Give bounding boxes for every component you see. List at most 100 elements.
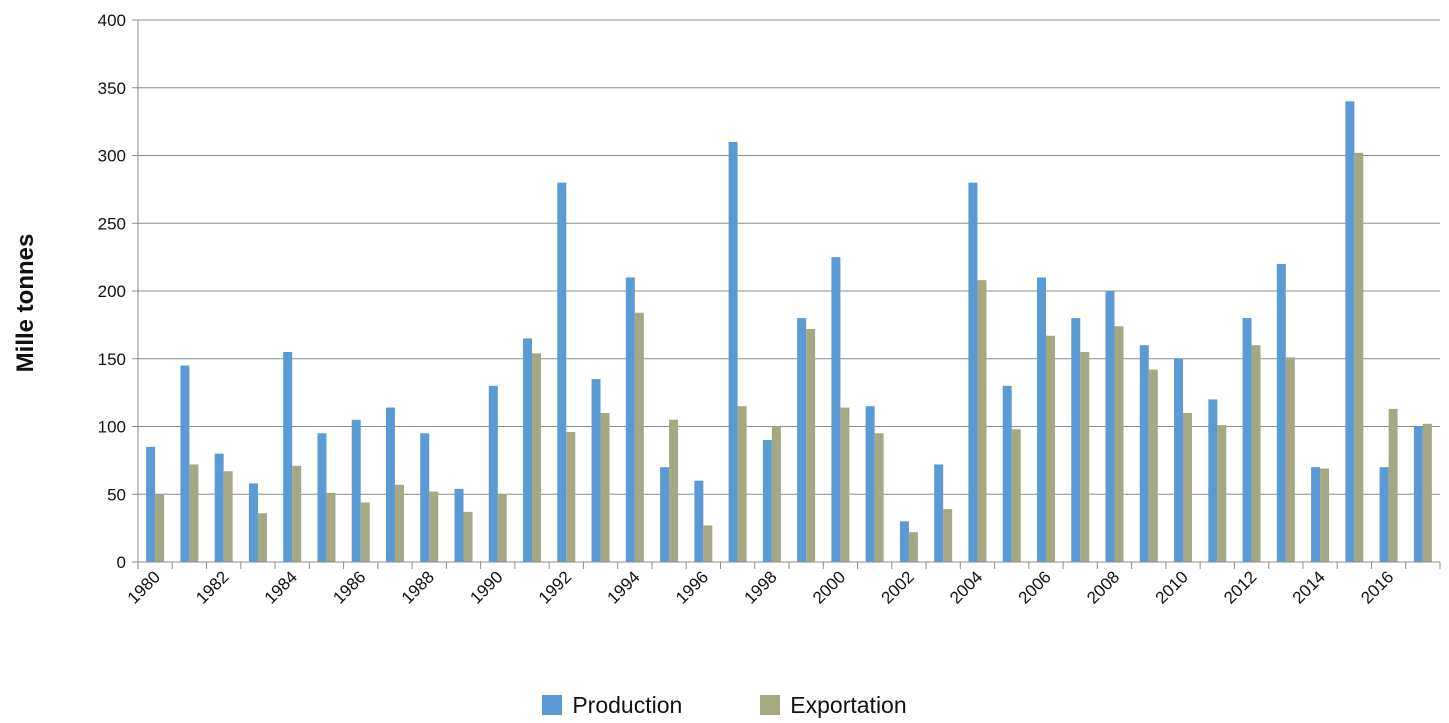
bar-exportation-2002: [908, 532, 918, 562]
bar-exportation-1981: [189, 464, 199, 562]
bar-production-2017: [1413, 426, 1423, 562]
bar-exportation-1999: [806, 328, 816, 562]
bar-exportation-1992: [566, 431, 576, 562]
bar-production-2014: [1311, 467, 1321, 562]
x-tick-label: 2000: [809, 567, 849, 607]
bar-production-1995: [660, 467, 670, 562]
bar-production-2011: [1208, 399, 1218, 562]
bar-exportation-1989: [463, 511, 473, 562]
bar-production-1988: [420, 433, 430, 562]
bar-exportation-1986: [360, 502, 370, 562]
bar-exportation-2014: [1320, 468, 1330, 562]
bar-production-1998: [762, 440, 772, 562]
bar-exportation-1985: [326, 492, 336, 562]
bar-production-1996: [694, 480, 704, 562]
bar-exportation-1990: [497, 494, 507, 562]
y-tick-label: 200: [98, 282, 126, 301]
bar-production-1993: [591, 379, 601, 562]
bar-production-2000: [831, 257, 841, 562]
bar-production-2002: [899, 521, 909, 562]
y-tick-label: 250: [98, 214, 126, 233]
legend-swatch-exportation: [760, 695, 781, 715]
bar-production-1997: [728, 141, 738, 562]
x-tick-label: 1996: [672, 567, 712, 607]
bar-exportation-2004: [977, 280, 987, 562]
legend-item-exportation: Exportation: [760, 691, 907, 719]
bar-exportation-2017: [1422, 423, 1432, 562]
bar-production-2013: [1276, 263, 1286, 562]
bar-production-2005: [1002, 385, 1012, 562]
y-tick-label: 400: [98, 11, 126, 30]
bar-exportation-1982: [223, 471, 233, 562]
bar-production-1984: [283, 351, 293, 562]
y-axis-title: Mille tonnes: [12, 234, 39, 373]
bar-production-1992: [557, 182, 567, 562]
bar-exportation-2016: [1388, 408, 1398, 562]
x-tick-labels: 1980 1982 1984 1986 1988 1990 1992 1994 1996 1998…: [124, 567, 1398, 607]
x-tick-label: 2006: [1015, 567, 1055, 607]
bar-production-1989: [454, 488, 464, 562]
bar-production-1991: [523, 338, 533, 562]
bar-exportation-1994: [634, 312, 644, 562]
bar-exportation-2011: [1217, 425, 1227, 562]
y-tick-label: 100: [98, 418, 126, 437]
x-tick-label: 1998: [741, 567, 781, 607]
legend-swatch-production: [542, 695, 563, 715]
bar-exportation-2008: [1114, 326, 1124, 562]
bar-exportation-1980: [155, 494, 165, 562]
bar-production-1982: [214, 453, 224, 562]
bar-production-1994: [625, 277, 635, 562]
bar-exportation-1997: [737, 406, 747, 562]
y-tick-label: 300: [98, 147, 126, 166]
y-tick-label: 50: [107, 485, 126, 504]
bar-exportation-2006: [1045, 335, 1055, 562]
bar-production-2004: [968, 182, 978, 562]
x-tick-label: 1990: [466, 567, 506, 607]
bar-exportation-1998: [771, 426, 781, 562]
legend-label-exportation: Exportation: [790, 691, 907, 718]
y-tick-labels: 0 50 100 150 200 250 300 350 400: [98, 11, 126, 572]
bar-exportation-2000: [840, 407, 850, 562]
x-tick-label: 1980: [124, 567, 164, 607]
bar-exportation-2010: [1183, 412, 1193, 562]
bar-production-1999: [797, 318, 807, 562]
bar-exportation-2007: [1080, 351, 1090, 562]
bar-production-2001: [865, 406, 875, 562]
x-tick-label: 1988: [398, 567, 438, 607]
bar-production-1983: [248, 483, 258, 562]
bar-exportation-2013: [1285, 357, 1295, 562]
legend-item-production: Production: [542, 692, 682, 719]
bar-exportation-2001: [874, 433, 884, 562]
y-tick-label: 0: [117, 553, 126, 572]
x-tick-label: 1992: [535, 567, 575, 607]
bar-exportation-2009: [1148, 369, 1158, 562]
bar-exportation-1995: [669, 419, 679, 562]
bar-production-1987: [385, 407, 395, 562]
bar-production-2007: [1071, 318, 1081, 562]
bar-production-2016: [1379, 467, 1389, 562]
bar-production-2006: [1036, 277, 1046, 562]
bar-production-2003: [934, 464, 944, 562]
bar-exportation-2003: [943, 509, 953, 562]
bar-exportation-1988: [429, 491, 439, 562]
bar-production-2015: [1345, 101, 1355, 563]
bar-exportation-1987: [394, 484, 404, 562]
bar-exportation-1991: [532, 353, 542, 562]
x-tick-label: 2010: [1152, 567, 1192, 607]
bar-exportation-1984: [292, 465, 302, 562]
bar-production-2009: [1139, 345, 1149, 562]
x-tick-label: 1982: [192, 567, 232, 607]
bar-production-2010: [1174, 358, 1184, 562]
legend: Production Exportation: [0, 688, 1449, 722]
x-tick-label: 2002: [878, 567, 918, 607]
bar-exportation-2015: [1354, 152, 1364, 563]
y-tick-label: 350: [98, 79, 126, 98]
bar-production-1981: [180, 365, 190, 562]
bar-exportation-2005: [1011, 429, 1021, 562]
axes: [137, 20, 1441, 569]
x-tick-label: 2008: [1083, 567, 1123, 607]
bar-production-1986: [351, 419, 361, 562]
y-tick-label: 150: [98, 350, 126, 369]
bar-production-1980: [146, 446, 156, 562]
